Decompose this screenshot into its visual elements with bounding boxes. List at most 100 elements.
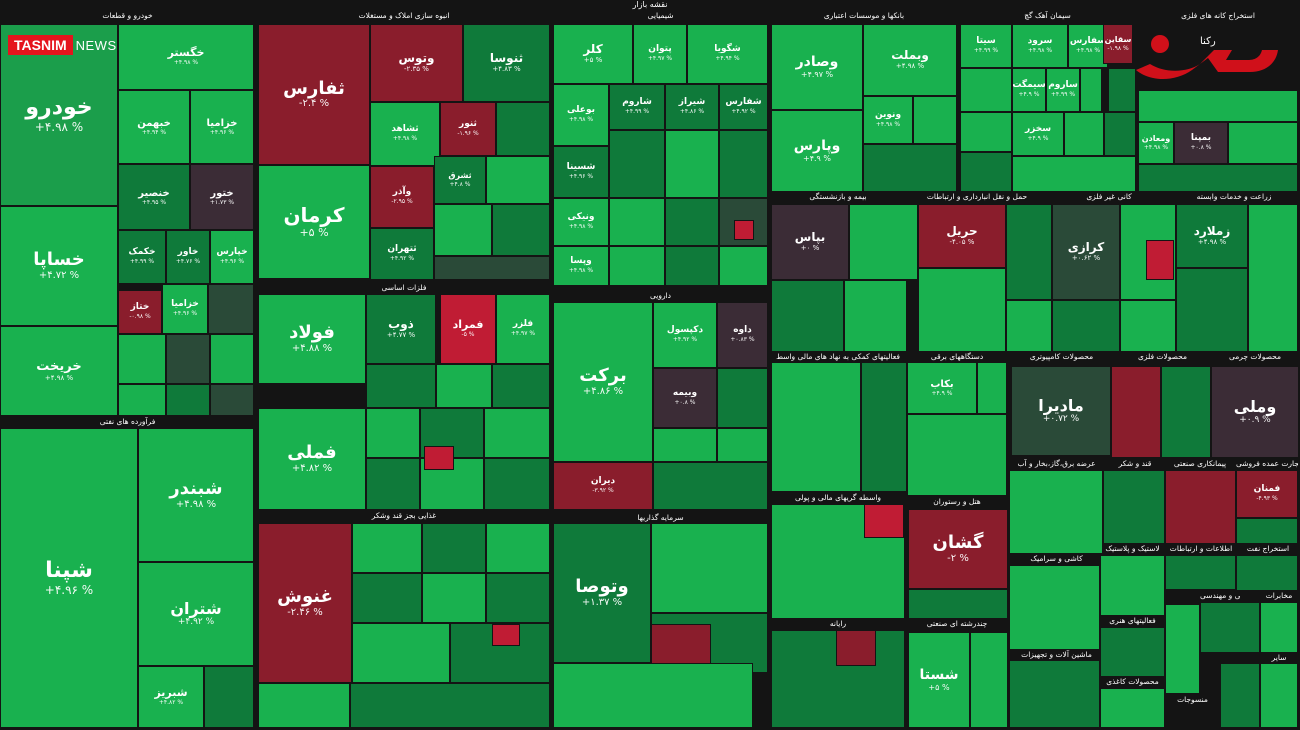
stock-tile[interactable]: خگستر +۴.۹۸ % xyxy=(118,24,254,90)
stock-tile-small[interactable] xyxy=(960,152,1012,192)
stock-tile-small[interactable] xyxy=(486,523,550,573)
stock-tile[interactable]: شتران +۴.۹۲ % xyxy=(138,562,254,666)
stock-tile-small[interactable] xyxy=(1236,518,1298,544)
stock-tile-small[interactable] xyxy=(970,632,1008,728)
stock-tile-small[interactable] xyxy=(208,284,254,334)
stock-tile-small[interactable] xyxy=(717,428,768,462)
stock-tile-small[interactable] xyxy=(609,130,665,198)
stock-tile-small[interactable] xyxy=(1100,555,1165,616)
stock-tile[interactable]: بمپنا +۰.۸ % xyxy=(1174,122,1228,164)
stock-tile-small[interactable] xyxy=(1200,602,1260,653)
stock-tile-small[interactable] xyxy=(1006,204,1052,300)
stock-tile[interactable]: وتوس -۲.۳۵ % xyxy=(370,24,463,102)
stock-tile-small[interactable] xyxy=(422,573,486,623)
stock-tile[interactable]: شپنا +۴.۹۶ % xyxy=(0,428,138,728)
stock-tile-small[interactable] xyxy=(1228,122,1298,164)
stock-tile[interactable]: وملی +۰.۹ % xyxy=(1211,366,1299,458)
stock-tile-small[interactable] xyxy=(1111,366,1161,458)
stock-tile[interactable]: وصادر +۴.۹۷ % xyxy=(771,24,863,110)
stock-tile[interactable]: فلزر +۴.۹۷ % xyxy=(496,294,550,364)
stock-tile-small[interactable] xyxy=(553,663,753,728)
stock-tile-small[interactable] xyxy=(719,246,768,286)
stock-tile-small[interactable] xyxy=(118,334,166,384)
stock-tile-small[interactable] xyxy=(960,112,1012,152)
stock-tile-small[interactable] xyxy=(609,198,665,246)
stock-tile[interactable]: ثنوسا +۴.۸۳ % xyxy=(463,24,550,102)
stock-tile-small[interactable] xyxy=(210,384,254,416)
stock-tile[interactable]: ساروم +۴.۹۹ % xyxy=(1046,68,1080,112)
stock-tile-small[interactable] xyxy=(434,204,492,256)
stock-tile-small[interactable] xyxy=(844,280,907,352)
stock-tile[interactable]: سفارس +۴.۹۸ % xyxy=(1068,24,1108,68)
stock-tile[interactable]: شسینا +۴.۹۶ % xyxy=(553,146,609,198)
stock-tile[interactable]: حریل -۴.۰۵ % xyxy=(918,204,1006,268)
stock-tile-small[interactable] xyxy=(1138,90,1298,122)
stock-tile[interactable]: وبملت +۴.۹۸ % xyxy=(863,24,957,96)
stock-tile-small[interactable] xyxy=(1009,565,1100,650)
stock-tile[interactable]: ثشاهد +۴.۹۸ % xyxy=(370,102,440,166)
stock-tile[interactable]: خکمک +۴.۹۹ % xyxy=(118,230,166,284)
stock-tile-small[interactable] xyxy=(665,246,719,286)
stock-tile-small[interactable] xyxy=(366,458,420,510)
stock-tile[interactable]: خزامیا +۴.۹۶ % xyxy=(190,90,254,164)
stock-tile[interactable]: وتوصا +۱.۳۷ % xyxy=(553,523,651,663)
stock-tile-small[interactable] xyxy=(366,364,436,408)
stock-tile-small[interactable] xyxy=(1176,268,1248,352)
stock-tile-small[interactable] xyxy=(653,462,768,510)
stock-tile-small[interactable] xyxy=(352,623,450,683)
stock-tile-small[interactable] xyxy=(1260,602,1298,653)
stock-tile-small[interactable] xyxy=(651,523,768,613)
stock-tile[interactable]: شستا +۵ % xyxy=(908,632,970,728)
stock-tile-small[interactable] xyxy=(1103,470,1165,544)
stock-tile-small[interactable] xyxy=(1108,68,1136,112)
stock-tile-small[interactable] xyxy=(665,130,719,198)
stock-tile-small[interactable] xyxy=(422,523,486,573)
stock-tile-small[interactable] xyxy=(771,280,844,352)
stock-tile-small[interactable] xyxy=(1052,300,1120,352)
stock-tile-small[interactable] xyxy=(908,589,1008,619)
stock-tile[interactable]: بپاس +۰ % xyxy=(771,204,849,280)
stock-tile-small[interactable] xyxy=(484,408,550,458)
stock-tile-small[interactable] xyxy=(434,256,550,280)
stock-tile[interactable]: دیران -۳.۹۲ % xyxy=(553,462,653,510)
stock-tile[interactable]: خساپا +۴.۷۲ % xyxy=(0,206,118,326)
stock-tile-small[interactable] xyxy=(1100,627,1165,677)
stock-tile-small[interactable] xyxy=(1165,555,1236,590)
stock-tile-small[interactable] xyxy=(651,624,711,664)
stock-tile-small[interactable] xyxy=(1012,156,1136,192)
stock-tile[interactable]: سرود +۴.۹۸ % xyxy=(1012,24,1068,68)
stock-tile-small[interactable] xyxy=(1248,204,1298,352)
stock-tile-small[interactable] xyxy=(1138,164,1298,192)
stock-tile[interactable]: وآذر -۲.۹۵ % xyxy=(370,166,434,228)
stock-tile-small[interactable] xyxy=(1064,112,1104,156)
stock-tile-small[interactable] xyxy=(486,156,550,204)
stock-tile-small[interactable] xyxy=(771,362,861,492)
stock-tile[interactable]: کرازی +۰.۶۲ % xyxy=(1052,204,1120,300)
stock-tile-small[interactable] xyxy=(1220,663,1260,728)
stock-tile[interactable]: ختور +۱.۷۳ % xyxy=(190,164,254,230)
stock-tile-small[interactable] xyxy=(492,624,520,646)
stock-tile-small[interactable] xyxy=(1080,68,1102,112)
stock-tile-small[interactable] xyxy=(352,523,422,573)
stock-tile[interactable]: وپسا +۴.۹۸ % xyxy=(553,246,609,286)
stock-tile-small[interactable] xyxy=(977,362,1007,414)
stock-tile-small[interactable] xyxy=(1260,663,1298,728)
stock-tile-small[interactable] xyxy=(836,630,876,666)
stock-tile[interactable]: ونیکی +۴.۹۸ % xyxy=(553,198,609,246)
stock-tile[interactable]: بکاب +۴.۹ % xyxy=(907,362,977,414)
stock-tile[interactable]: داوه +۰.۸۳ % xyxy=(717,302,768,368)
stock-tile[interactable]: ذوب +۴.۷۷ % xyxy=(366,294,436,364)
stock-tile[interactable]: ثشرق +۴.۸ % xyxy=(434,156,486,204)
stock-tile[interactable]: شیراز +۴.۸۶ % xyxy=(665,84,719,130)
stock-tile[interactable]: خزامیا +۴.۹۶ % xyxy=(162,284,208,334)
stock-tile-small[interactable] xyxy=(1104,112,1136,156)
stock-tile[interactable]: خریخت +۴.۹۸ % xyxy=(0,326,118,416)
stock-tile[interactable]: بوعلی +۴.۹۸ % xyxy=(553,84,609,146)
stock-tile[interactable]: پتوان +۴.۹۷ % xyxy=(633,24,687,84)
stock-tile-small[interactable] xyxy=(665,198,719,246)
stock-tile[interactable]: برکت +۴.۸۶ % xyxy=(553,302,653,462)
stock-tile[interactable]: سیتا +۴.۹۹ % xyxy=(960,24,1012,68)
stock-tile[interactable]: دکپسول +۴.۹۲ % xyxy=(653,302,717,368)
stock-tile[interactable]: فمراد -۵ % xyxy=(440,294,496,364)
stock-tile[interactable]: ومعادن +۴.۹۸ % xyxy=(1138,122,1174,164)
